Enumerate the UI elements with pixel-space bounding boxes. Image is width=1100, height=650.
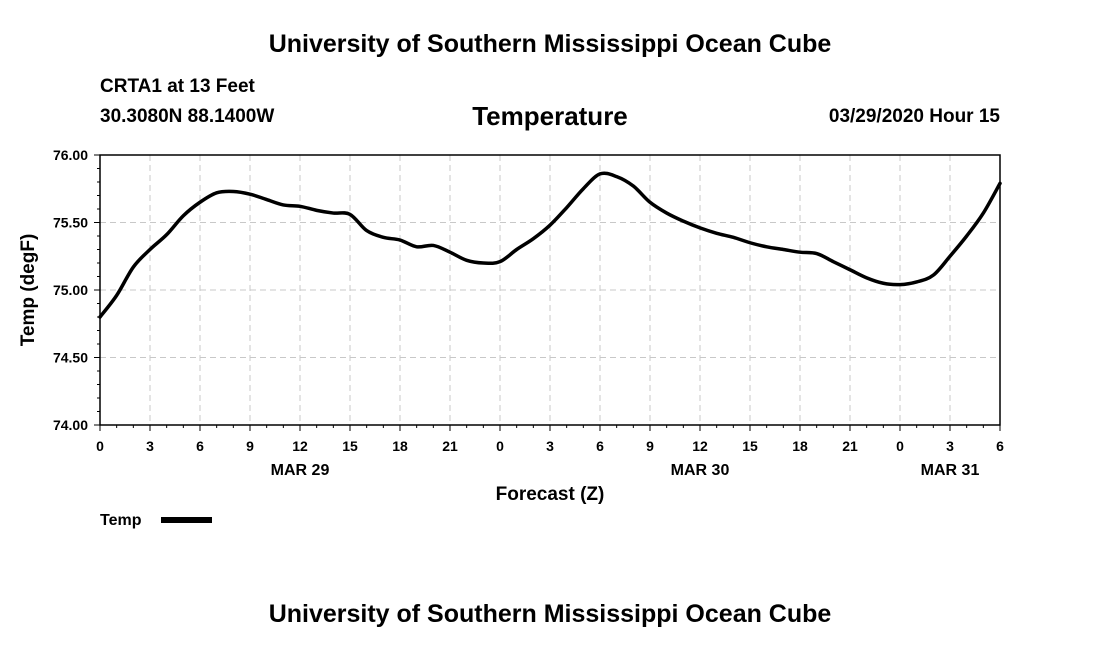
x-tick-label: 0 bbox=[896, 438, 904, 454]
date-label: MAR 30 bbox=[671, 462, 730, 479]
legend-label: Temp bbox=[100, 512, 142, 529]
series-line-temp bbox=[98, 171, 1002, 319]
x-tick-label: 3 bbox=[546, 438, 554, 454]
y-tick-label: 75.00 bbox=[53, 282, 88, 298]
label-layer: 0 3 6 9 12 15 18 21 0 3 6 9 12 15 18 21 0 3 6 74.00 74.50 75.… bbox=[53, 147, 1004, 479]
grid-layer bbox=[99, 154, 1001, 426]
y-tick-label: 74.50 bbox=[53, 350, 88, 366]
x-tick-label: 15 bbox=[342, 438, 358, 454]
station-label: CRTA1 at 13 Feet bbox=[100, 76, 255, 97]
x-tick-label: 21 bbox=[842, 438, 858, 454]
footer-title: University of Southern Mississippi Ocean… bbox=[268, 600, 832, 628]
x-tick-label: 9 bbox=[646, 438, 654, 454]
tick-layer bbox=[94, 154, 1001, 431]
x-tick-label: 6 bbox=[596, 438, 604, 454]
x-tick-label: 0 bbox=[496, 438, 504, 454]
y-axis-title: Temp (degF) bbox=[18, 234, 39, 347]
y-tick-label: 74.00 bbox=[53, 417, 88, 433]
x-tick-label: 12 bbox=[692, 438, 708, 454]
x-tick-label: 0 bbox=[96, 438, 104, 454]
date-label: MAR 31 bbox=[921, 462, 980, 479]
x-axis-title: Forecast (Z) bbox=[496, 484, 605, 505]
x-tick-label: 21 bbox=[442, 438, 458, 454]
x-tick-label: 18 bbox=[392, 438, 408, 454]
date-label: MAR 29 bbox=[271, 462, 330, 479]
x-tick-label: 3 bbox=[146, 438, 154, 454]
x-tick-label: 6 bbox=[996, 438, 1004, 454]
legend: Temp bbox=[100, 512, 212, 529]
x-tick-label: 3 bbox=[946, 438, 954, 454]
main-title: University of Southern Mississippi Ocean… bbox=[268, 30, 832, 58]
datetime-label: 03/29/2020 Hour 15 bbox=[828, 106, 1000, 127]
plot-frame bbox=[99, 154, 1001, 426]
x-tick-label: 18 bbox=[792, 438, 808, 454]
x-tick-label: 9 bbox=[246, 438, 254, 454]
y-tick-label: 75.50 bbox=[53, 215, 88, 231]
x-tick-label: 12 bbox=[292, 438, 308, 454]
x-tick-label: 15 bbox=[742, 438, 758, 454]
coordinates-label: 30.3080N 88.1400W bbox=[100, 106, 275, 127]
y-tick-label: 76.00 bbox=[53, 147, 88, 163]
variable-title: Temperature bbox=[472, 101, 628, 131]
x-tick-label: 6 bbox=[196, 438, 204, 454]
series-layer bbox=[98, 171, 1002, 319]
